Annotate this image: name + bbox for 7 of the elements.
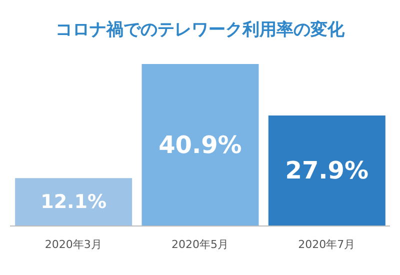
data-label: 27.9% [285, 156, 369, 185]
x-tick-label: 2020年5月 [172, 238, 228, 251]
data-label: 40.9% [158, 131, 242, 159]
x-tick-label: 2020年7月 [298, 238, 356, 251]
chart-title: コロナ禍でのテレワーク利用率の変化 [54, 19, 346, 41]
x-tick-label: 2020年3月 [44, 238, 102, 251]
data-label: 12.1% [40, 191, 107, 214]
